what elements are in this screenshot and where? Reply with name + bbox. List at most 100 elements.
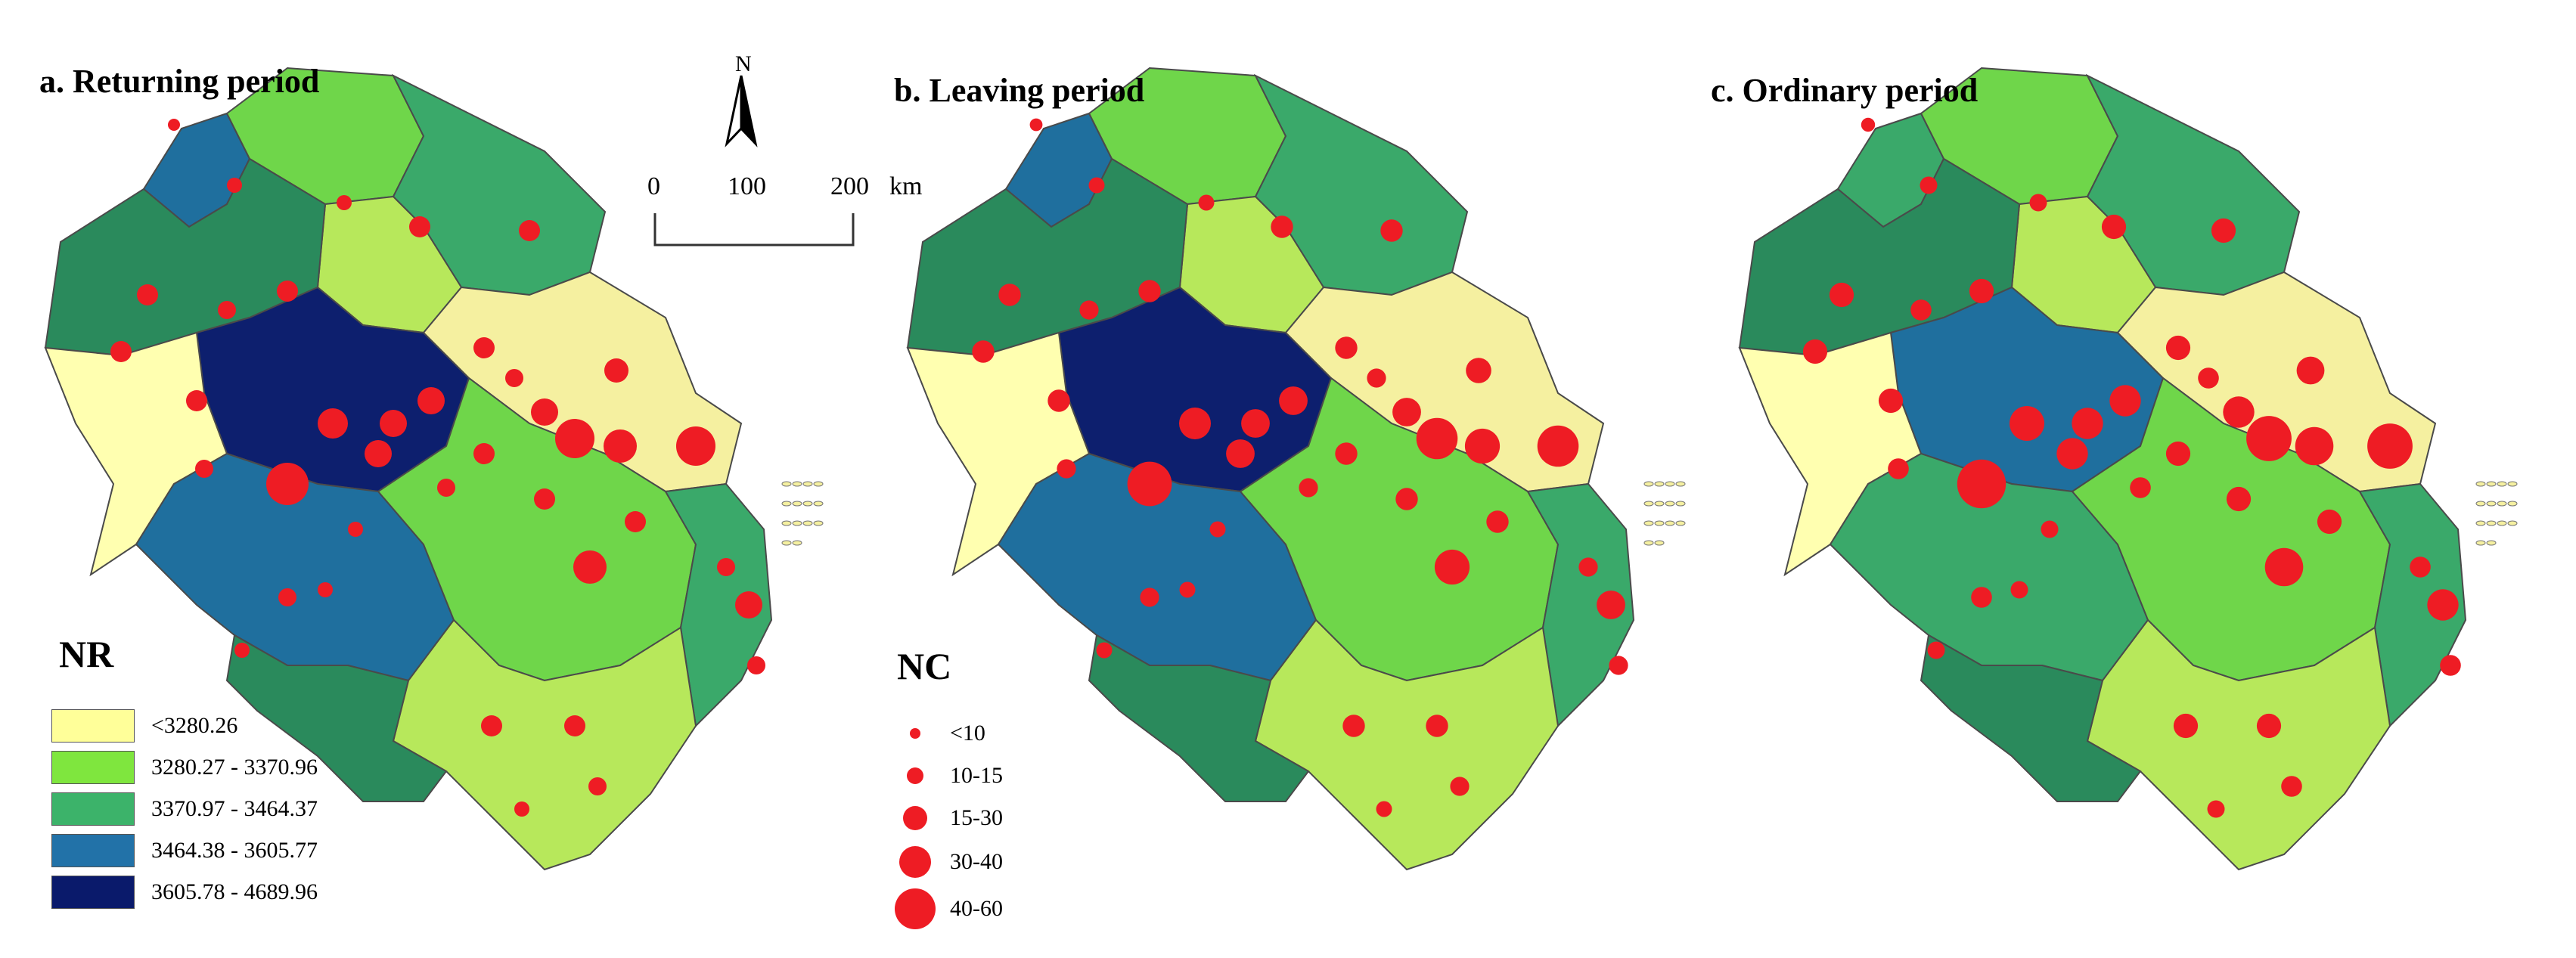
island (2475, 481, 2486, 487)
map-panel-ordinary (1738, 67, 2518, 871)
nr-legend-label: 3605.78 - 4689.96 (151, 879, 318, 904)
nc-circle (514, 801, 529, 817)
nc-circle (676, 426, 715, 466)
island (2507, 520, 2518, 526)
island (1665, 501, 1675, 507)
nr-legend-swatch (51, 709, 135, 743)
island (2486, 501, 2497, 507)
nc-circle (1376, 801, 1392, 817)
nc-circle (473, 337, 495, 358)
nc-circle (365, 440, 392, 467)
nc-circle (218, 301, 236, 319)
nc-circle (2130, 477, 2151, 498)
nc-circle (437, 479, 455, 497)
nc-circle (1047, 389, 1070, 412)
island (813, 501, 824, 507)
nr-legend-swatch (51, 792, 135, 826)
nc-circle (2072, 408, 2103, 439)
nc-circle (110, 341, 132, 362)
region-far-south-west (225, 634, 448, 802)
island (1643, 501, 1654, 507)
nc-circle (2165, 441, 2191, 467)
nc-circle (277, 281, 298, 302)
nc-circle (573, 550, 607, 584)
nc-circle (505, 369, 523, 387)
nr-legend-row: 3464.38 - 3605.77 (51, 834, 318, 867)
nc-legend-dot (899, 846, 931, 878)
nc-circle (227, 178, 242, 193)
island (802, 481, 813, 487)
scale-bar (653, 213, 855, 246)
region-south-east-coast (664, 482, 773, 728)
island (2475, 540, 2486, 546)
nc-circle (1342, 715, 1365, 737)
nc-circle (266, 463, 309, 505)
nr-legend-label: 3370.97 - 3464.37 (151, 796, 318, 821)
island (792, 540, 802, 546)
nc-circle (1450, 777, 1470, 796)
island (781, 540, 792, 546)
nr-legend-swatch (51, 834, 135, 867)
north-label: N (735, 51, 752, 76)
nr-legend-label: <3280.26 (151, 713, 238, 738)
nr-legend-swatch (51, 876, 135, 909)
island (781, 520, 792, 526)
nc-circle (604, 358, 628, 383)
nc-circle (2211, 218, 2236, 243)
nc-circle (1140, 588, 1159, 607)
nc-circle (234, 643, 250, 658)
island (2475, 520, 2486, 526)
nc-circle (2295, 426, 2334, 466)
island (1665, 520, 1675, 526)
nr-legend-row: 3370.97 - 3464.37 (51, 792, 318, 826)
island (792, 501, 802, 507)
nc-circle (1969, 278, 1994, 304)
nc-circle (1597, 591, 1625, 619)
nr-legend-row: <3280.26 (51, 709, 237, 743)
nc-circle (1927, 641, 1945, 659)
nc-circle (1179, 581, 1196, 598)
nc-circle (564, 715, 585, 736)
nc-circle (2029, 194, 2047, 212)
nc-circle (380, 410, 407, 437)
north-arrow-icon (725, 75, 758, 147)
nc-circle (1226, 439, 1255, 468)
nc-circle (417, 387, 445, 414)
island (1675, 520, 1686, 526)
nc-circle (2246, 416, 2292, 461)
island (1665, 481, 1675, 487)
island (2497, 520, 2507, 526)
nc-circle (195, 460, 213, 478)
island (802, 501, 813, 507)
nc-circle (972, 340, 995, 363)
island (1643, 520, 1654, 526)
nc-circle (137, 284, 158, 305)
nc-circle (2256, 713, 2282, 739)
nc-circle (318, 408, 348, 439)
nc-circle (2101, 214, 2127, 240)
island (1654, 520, 1665, 526)
nc-circle (2296, 356, 2325, 385)
nc-circle (717, 558, 735, 576)
region-far-south-west (1920, 634, 2142, 802)
panel-title-b: b. Leaving period (894, 72, 1145, 109)
nc-circle (519, 220, 540, 241)
nc-circle (534, 488, 555, 510)
island (1675, 501, 1686, 507)
nc-circle (1829, 282, 1854, 308)
island (1654, 501, 1665, 507)
nc-circle (1971, 587, 1992, 608)
nc-circle (1029, 118, 1043, 132)
nc-circle (2427, 589, 2459, 621)
nc-legend-dot (903, 806, 927, 830)
nc-circle (2109, 385, 2141, 417)
nc-circle (2226, 486, 2252, 512)
nc-circle (1279, 386, 1308, 415)
nc-circle (318, 582, 333, 597)
island (2507, 481, 2518, 487)
region-south (1254, 619, 1560, 871)
nc-circle (531, 398, 558, 426)
nc-legend-label: <10 (950, 721, 985, 746)
nc-legend-label: 30-40 (950, 849, 1003, 874)
island (2486, 481, 2497, 487)
